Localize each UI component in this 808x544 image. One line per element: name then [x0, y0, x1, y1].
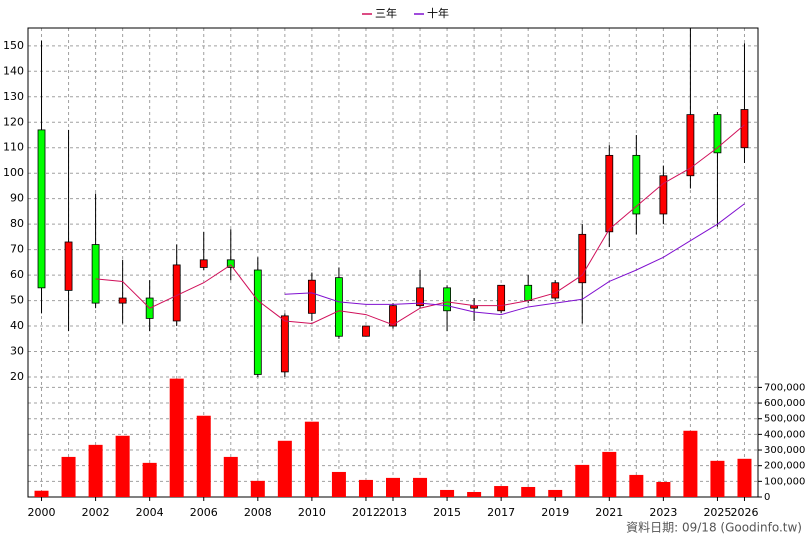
volume-bar	[575, 464, 590, 497]
x-tick-label: 2012	[352, 506, 380, 519]
y-tick-label: 90	[10, 192, 24, 205]
y-tick-label: 140	[3, 64, 24, 77]
y-tick-label: 40	[10, 319, 24, 332]
y-tick-label: 20	[10, 370, 24, 383]
volume-bar	[494, 486, 509, 497]
y-tick-label: 30	[10, 345, 24, 358]
y-tick-label: 150	[3, 39, 24, 52]
candle-body	[64, 241, 73, 291]
candle-body	[226, 259, 235, 268]
y2-tick-label: 600,000	[764, 398, 805, 409]
candle-body	[416, 287, 424, 307]
x-tick-label: 2017	[487, 506, 515, 519]
volume-bar	[440, 489, 455, 497]
volume-bar	[656, 481, 671, 497]
y2-tick-label: 700,000	[764, 382, 805, 393]
x-tick-label: 2026	[730, 506, 758, 519]
volume-bar	[521, 486, 536, 497]
x-tick-label: 2000	[28, 506, 56, 519]
candle-body	[362, 325, 370, 337]
volume-bar	[331, 471, 346, 497]
volume-bar	[115, 435, 130, 497]
volume-bar	[710, 460, 725, 497]
volume-bar	[223, 456, 238, 497]
candle-body	[335, 277, 343, 337]
volume-bar	[304, 421, 319, 497]
volume-bar	[196, 415, 211, 497]
volume-bar	[88, 444, 103, 497]
candle-body	[389, 305, 397, 327]
volume-bar	[683, 430, 698, 497]
candle-body	[91, 244, 100, 304]
y-tick-label: 100	[3, 166, 24, 179]
footer: 資料日期: 09/18 (Goodinfo.tw)	[626, 521, 802, 535]
x-tick-label: 2021	[595, 506, 623, 519]
candle-body	[686, 114, 695, 177]
ma-line	[95, 124, 745, 326]
candle-body	[37, 129, 46, 289]
y-tick-label: 50	[10, 294, 24, 307]
candle-body	[659, 175, 668, 215]
volume-bar	[358, 479, 373, 497]
x-tick-label: 2004	[136, 506, 164, 519]
x-tick-label: 2025	[703, 506, 731, 519]
volume-bar	[250, 480, 265, 497]
x-tick-label: 2006	[190, 506, 218, 519]
candle-body	[199, 259, 208, 268]
candle-body	[551, 282, 560, 299]
y-tick-label: 110	[3, 141, 24, 154]
x-tick-label: 2002	[82, 506, 110, 519]
x-tick-label: 2015	[433, 506, 461, 519]
x-tick-label: 2013	[379, 506, 407, 519]
x-tick-label: 2023	[649, 506, 677, 519]
y2-tick-label: 100,000	[764, 476, 805, 487]
volume-bar	[413, 477, 428, 497]
y-tick-label: 130	[3, 90, 24, 103]
candle-body	[280, 315, 289, 373]
ma-line	[284, 203, 745, 316]
x-tick-label: 2010	[298, 506, 326, 519]
candle-body	[443, 287, 451, 312]
y2-tick-label: 300,000	[764, 445, 805, 456]
volume-bar	[548, 489, 563, 497]
y-tick-label: 70	[10, 243, 24, 256]
legend-label: 十年	[427, 6, 449, 20]
y2-tick-label: 500,000	[764, 414, 805, 425]
candle-body	[605, 154, 614, 233]
volume-bar	[277, 440, 292, 497]
candle-body	[307, 279, 316, 314]
candle-body	[118, 297, 127, 304]
volume-bar	[467, 491, 482, 497]
volume-bar	[386, 477, 400, 497]
candle-body	[172, 264, 181, 322]
y2-tick-label: 0	[764, 492, 770, 503]
candle-body	[497, 284, 506, 312]
volume-bar	[629, 474, 644, 497]
y2-tick-label: 200,000	[764, 461, 805, 472]
y-tick-label: 60	[10, 268, 24, 281]
candle-body	[253, 269, 262, 375]
candle-body	[578, 233, 587, 284]
x-tick-label: 2019	[541, 506, 569, 519]
volume-bar	[737, 458, 752, 497]
y-tick-label: 80	[10, 217, 24, 230]
volume-bar	[142, 462, 157, 497]
volume-bar	[34, 490, 49, 497]
volume-bar	[61, 456, 76, 497]
candle-body	[740, 109, 749, 149]
candle-body	[713, 114, 722, 154]
volume-bar	[602, 451, 617, 497]
y-tick-label: 120	[3, 115, 24, 128]
legend-label: 三年	[375, 6, 397, 20]
x-tick-label: 2008	[244, 506, 272, 519]
candle-body	[632, 154, 641, 215]
candle-body	[524, 284, 533, 301]
y2-tick-label: 400,000	[764, 429, 805, 440]
volume-bar	[169, 378, 184, 497]
